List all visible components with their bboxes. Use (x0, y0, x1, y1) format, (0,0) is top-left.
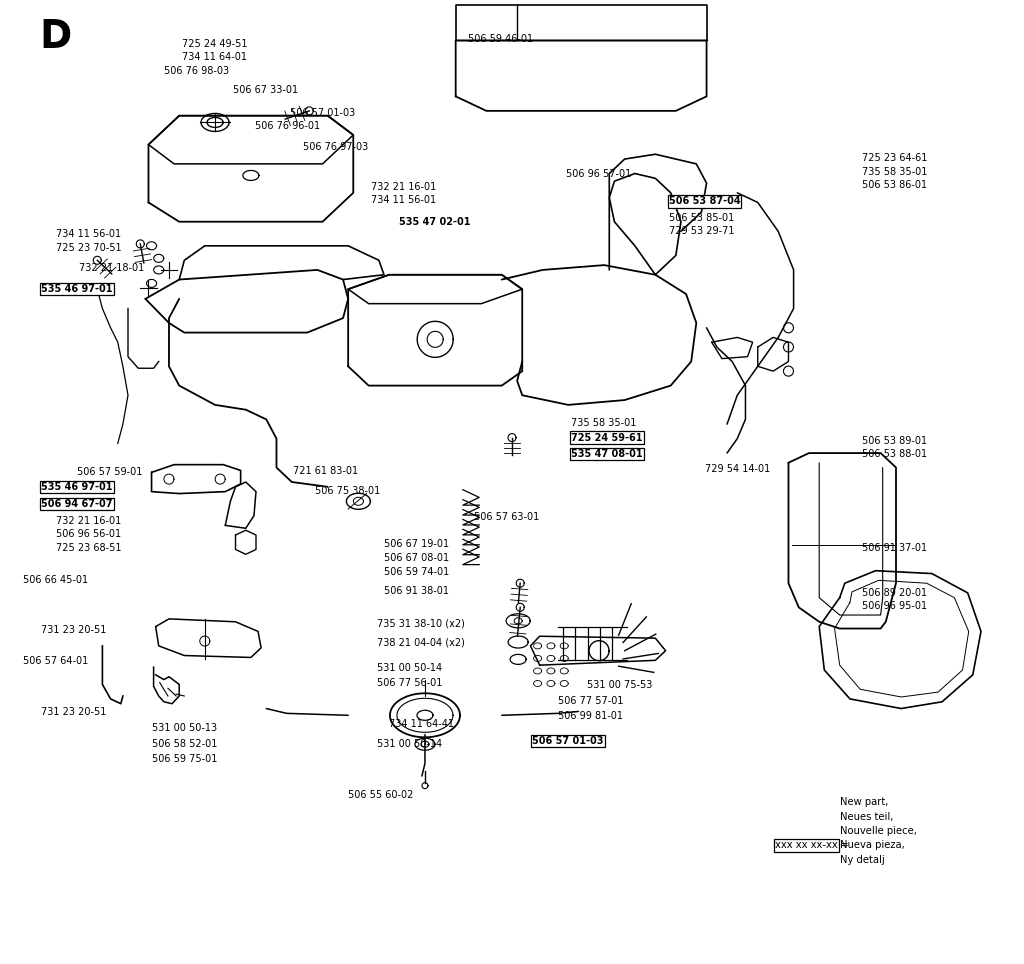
Text: 506 99 81-01: 506 99 81-01 (558, 711, 623, 721)
Text: xxx xx xx-xx: xxx xx xx-xx (775, 841, 838, 850)
Text: 506 67 08-01: 506 67 08-01 (384, 553, 450, 563)
Text: 531 00 75-53: 531 00 75-53 (587, 681, 652, 690)
Text: 535 46 97-01: 535 46 97-01 (41, 482, 113, 492)
Text: 729 53 29-71: 729 53 29-71 (669, 227, 734, 236)
Text: Nouvelle piece,: Nouvelle piece, (840, 826, 916, 836)
Text: 725 24 49-51: 725 24 49-51 (182, 40, 248, 49)
Text: 506 53 87-04: 506 53 87-04 (669, 197, 740, 206)
Text: 725 24 59-61: 725 24 59-61 (571, 433, 643, 442)
Text: 531 00 50-14: 531 00 50-14 (377, 739, 442, 749)
Text: 506 67 19-01: 506 67 19-01 (384, 539, 450, 549)
Text: 506 57 64-01: 506 57 64-01 (23, 656, 88, 666)
Text: 735 31 38-10 (x2): 735 31 38-10 (x2) (377, 619, 465, 629)
Text: 506 53 89-01: 506 53 89-01 (862, 436, 928, 445)
Text: 738 21 04-04 (x2): 738 21 04-04 (x2) (377, 637, 465, 647)
Text: 506 58 52-01: 506 58 52-01 (152, 739, 217, 749)
Text: 506 67 33-01: 506 67 33-01 (233, 85, 299, 94)
Text: 506 76 97-03: 506 76 97-03 (303, 142, 369, 151)
Text: 506 53 85-01: 506 53 85-01 (669, 213, 734, 223)
Text: Neues teil,: Neues teil, (840, 812, 893, 821)
Text: 535 47 08-01: 535 47 08-01 (571, 449, 643, 459)
Text: 734 11 64-01: 734 11 64-01 (182, 52, 247, 62)
Text: 506 57 01-03: 506 57 01-03 (290, 108, 355, 118)
Text: 506 77 57-01: 506 77 57-01 (558, 696, 624, 706)
Text: 506 66 45-01: 506 66 45-01 (23, 576, 88, 585)
Text: 506 91 37-01: 506 91 37-01 (862, 543, 928, 552)
Text: 731 23 20-51: 731 23 20-51 (41, 626, 106, 635)
Text: 535 46 97-01: 535 46 97-01 (41, 284, 113, 294)
Text: 506 91 38-01: 506 91 38-01 (384, 586, 449, 596)
Text: 732 21 18-01: 732 21 18-01 (79, 263, 144, 273)
Text: 531 00 50-14: 531 00 50-14 (377, 663, 442, 673)
Text: 506 76 96-01: 506 76 96-01 (255, 121, 321, 131)
Text: 506 75 38-01: 506 75 38-01 (315, 486, 381, 495)
Text: 725 23 70-51: 725 23 70-51 (56, 243, 122, 253)
Text: 732 21 16-01: 732 21 16-01 (56, 516, 122, 525)
Text: 506 77 56-01: 506 77 56-01 (377, 679, 442, 688)
Text: 731 23 20-51: 731 23 20-51 (41, 708, 106, 717)
Text: 506 53 88-01: 506 53 88-01 (862, 449, 928, 459)
Text: 721 61 83-01: 721 61 83-01 (293, 467, 358, 476)
Text: 506 59 75-01: 506 59 75-01 (152, 754, 217, 763)
Text: Ny detalj: Ny detalj (840, 855, 885, 865)
Text: 734 11 56-01: 734 11 56-01 (56, 229, 122, 239)
Text: 734 11 56-01: 734 11 56-01 (371, 195, 436, 204)
Text: 735 58 35-01: 735 58 35-01 (571, 418, 637, 428)
Text: 506 96 57-01: 506 96 57-01 (566, 169, 632, 178)
Text: =: = (840, 841, 849, 850)
Text: 506 57 59-01: 506 57 59-01 (77, 468, 142, 477)
Text: 531 00 50-13: 531 00 50-13 (152, 723, 217, 733)
Text: 506 55 60-02: 506 55 60-02 (348, 790, 414, 800)
Text: 729 54 14-01: 729 54 14-01 (705, 465, 770, 474)
Text: 506 57 01-03: 506 57 01-03 (532, 736, 604, 746)
Text: 725 23 64-61: 725 23 64-61 (862, 153, 928, 163)
Text: 506 89 20-01: 506 89 20-01 (862, 588, 928, 598)
Text: 506 59 46-01: 506 59 46-01 (468, 34, 534, 43)
Text: D: D (39, 17, 71, 56)
Text: 535 47 02-01: 535 47 02-01 (399, 217, 471, 227)
Text: 506 94 67-07: 506 94 67-07 (41, 499, 113, 509)
Text: 506 96 56-01: 506 96 56-01 (56, 529, 122, 539)
Text: Nueva pieza,: Nueva pieza, (840, 841, 904, 850)
Text: 735 58 35-01: 735 58 35-01 (862, 167, 928, 176)
Text: 506 53 86-01: 506 53 86-01 (862, 180, 928, 190)
Text: 506 59 74-01: 506 59 74-01 (384, 567, 450, 576)
Text: 734 11 64-41: 734 11 64-41 (389, 719, 454, 729)
Text: 725 23 68-51: 725 23 68-51 (56, 543, 122, 552)
Text: 506 96 95-01: 506 96 95-01 (862, 602, 928, 611)
Text: 506 76 98-03: 506 76 98-03 (164, 67, 229, 76)
Text: 732 21 16-01: 732 21 16-01 (371, 182, 436, 192)
Text: 506 57 63-01: 506 57 63-01 (474, 512, 540, 522)
Text: New part,: New part, (840, 797, 888, 807)
